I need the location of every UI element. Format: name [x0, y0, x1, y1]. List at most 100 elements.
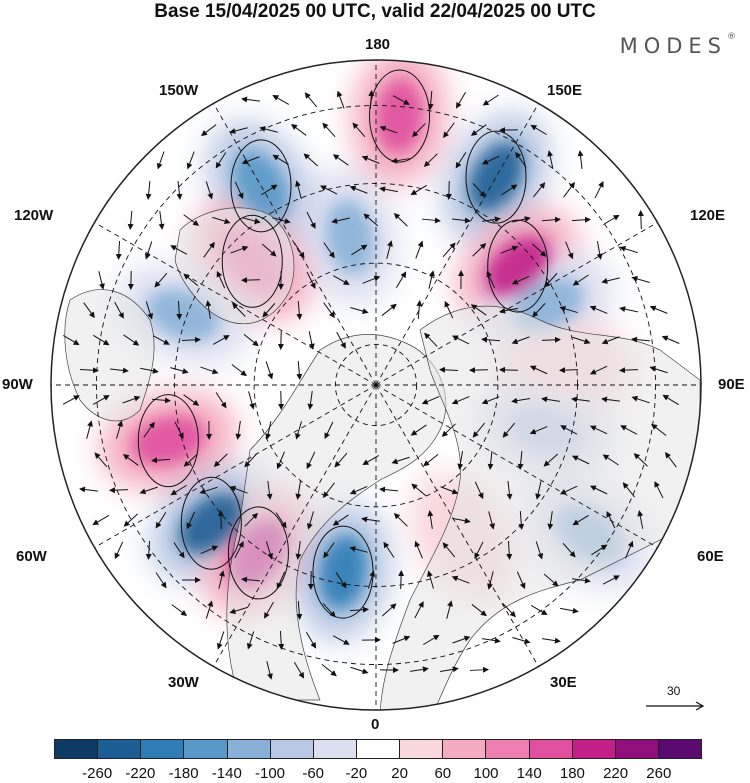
wind-vector	[515, 151, 527, 168]
wind-vector	[92, 395, 110, 405]
modes-logo: MODES®	[620, 32, 736, 58]
wind-vector	[115, 240, 122, 260]
colorbar-tick-label: 260	[646, 765, 672, 782]
wind-vector	[308, 331, 315, 350]
wind-vector	[243, 333, 259, 347]
wind-vector	[381, 303, 397, 316]
anomaly-core	[318, 534, 368, 610]
wind-vector	[543, 453, 559, 467]
wind-vector	[109, 367, 129, 374]
wind-vector	[261, 184, 278, 196]
wind-vector	[452, 635, 471, 644]
wind-vector	[596, 241, 603, 260]
wind-vector	[264, 601, 274, 619]
wind-vector	[272, 154, 289, 166]
wind-vector	[94, 452, 108, 468]
meridian-line	[94, 384, 377, 548]
wind-vector	[322, 122, 336, 138]
wind-vector	[560, 607, 579, 614]
wind-vector	[410, 184, 427, 196]
colorbar-swatch	[572, 740, 616, 758]
wind-vector	[336, 90, 345, 109]
wind-vector	[631, 276, 650, 283]
wind-vector	[410, 424, 427, 436]
wind-vector	[535, 541, 544, 560]
meridian-line	[375, 222, 658, 386]
wind-vector	[176, 181, 183, 200]
wind-vector	[306, 271, 316, 289]
colorbar-swatch	[141, 740, 185, 758]
wind-vector	[349, 185, 368, 194]
wind-vector	[140, 367, 159, 374]
wind-vector	[114, 301, 124, 319]
wind-vector	[442, 242, 456, 258]
meridian-line	[375, 103, 539, 386]
wind-vector	[205, 600, 214, 619]
wind-vector	[152, 335, 170, 345]
wind-vector	[391, 456, 410, 465]
colorbar-swatch	[184, 740, 228, 758]
wind-vector	[572, 274, 589, 286]
wind-vector	[123, 334, 140, 346]
wind-vector	[572, 336, 591, 345]
wind-vector	[470, 124, 487, 136]
wind-vector	[529, 365, 548, 375]
wind-vector	[625, 540, 634, 559]
colorbar-swatch	[400, 740, 444, 758]
label-lon-150w: 150W	[159, 82, 199, 99]
wind-vector	[363, 213, 379, 227]
colorbar-swatch	[98, 740, 142, 758]
wind-vector	[215, 392, 227, 409]
wind-vectors	[62, 90, 680, 680]
wind-vector	[572, 514, 589, 526]
wind-vector	[234, 181, 244, 200]
wind-vector	[306, 211, 316, 229]
wind-vector	[143, 421, 155, 438]
wind-vector	[127, 210, 134, 230]
wind-vector	[446, 600, 453, 619]
wind-vector	[482, 216, 501, 223]
wind-vector	[562, 542, 576, 558]
wind-vector	[591, 544, 608, 556]
wind-vector	[637, 510, 644, 529]
wind-vector	[336, 331, 346, 349]
wind-vector	[661, 335, 680, 344]
wind-vector	[601, 336, 620, 345]
wind-vector	[151, 457, 171, 464]
wind-vector	[440, 486, 459, 495]
wind-vector	[412, 123, 426, 138]
wind-vector	[116, 420, 123, 439]
flow-arc	[227, 506, 289, 600]
colorbar-tick-label: -60	[302, 765, 325, 782]
wind-vector	[293, 662, 305, 679]
wind-vector	[544, 272, 558, 288]
wind-vector	[530, 605, 548, 616]
meridian-line	[213, 384, 377, 667]
wind-vector	[601, 277, 620, 284]
wind-vector	[296, 300, 303, 320]
wind-vector	[482, 637, 501, 644]
wind-vector	[421, 396, 440, 405]
colorbar-tick-label: 180	[559, 765, 585, 782]
wind-vector	[306, 631, 317, 649]
colorbar-tick-label: -180	[168, 765, 199, 782]
label-lon-180: 180	[365, 36, 391, 53]
wind-vector	[79, 486, 98, 493]
flow-arc	[180, 476, 242, 570]
wind-vector	[488, 511, 495, 530]
colorbar-tick-label: -20	[345, 765, 368, 782]
wind-vector	[332, 635, 350, 645]
wind-vector	[474, 541, 484, 559]
wind-vector	[186, 151, 195, 170]
wind-vector	[331, 217, 350, 224]
wind-vector	[662, 394, 679, 406]
wind-vector	[481, 155, 500, 165]
wind-vector	[322, 482, 335, 498]
wind-vector	[322, 602, 336, 618]
wind-vector	[83, 302, 95, 319]
colorbar-swatch	[270, 740, 314, 758]
wind-vector	[441, 423, 456, 437]
wind-vector	[261, 243, 277, 257]
label-lon-120e: 120E	[690, 207, 726, 224]
wind-vector	[577, 150, 584, 169]
